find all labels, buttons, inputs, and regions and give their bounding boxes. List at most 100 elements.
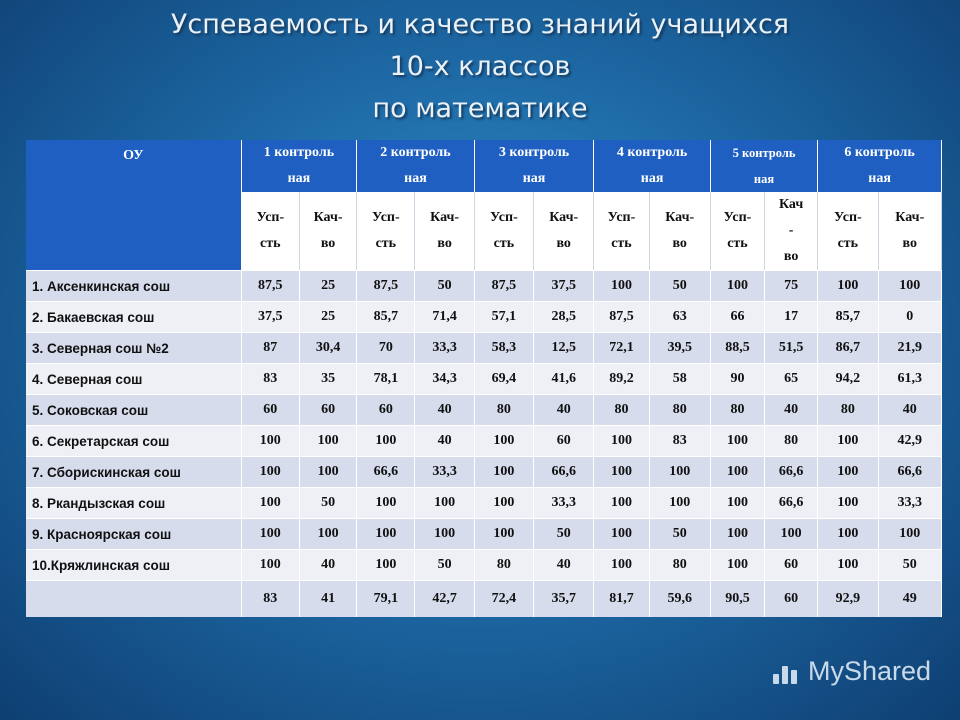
success-value: 57,1 <box>474 301 535 332</box>
quality-value: 100 <box>299 456 358 487</box>
school-row: 4. Северная сош 83 35 78,1 34,3 69,4 41,6 89,2 5… <box>26 363 942 394</box>
quality-value: 49 <box>878 580 942 617</box>
success-value: 66,6 <box>357 456 416 487</box>
school-row: 1. Аксенкинская сош 87,5 25 87,5 50 87,5 37,5 1… <box>26 270 942 301</box>
quality-value: 40 <box>878 394 942 425</box>
success-value: 100 <box>710 425 766 456</box>
quality-value: 80 <box>649 394 711 425</box>
slide-title: Успеваемость и качество знаний учащихся … <box>0 4 960 130</box>
success-value: 80 <box>818 394 879 425</box>
success-value: 37,5 <box>241 301 300 332</box>
quality-value: 51,5 <box>765 332 819 363</box>
quality-value: 100 <box>765 518 819 549</box>
quality-value: 25 <box>299 270 358 301</box>
success-value: 100 <box>710 456 766 487</box>
school-name: 2. Бакаевская сош <box>26 301 242 332</box>
success-value: 100 <box>818 518 879 549</box>
quality-value: 41,6 <box>534 363 595 394</box>
success-value: 90 <box>710 363 766 394</box>
quality-subheader: Кач-во <box>299 192 358 270</box>
success-value: 87,5 <box>474 270 535 301</box>
success-value: 72,4 <box>474 580 535 617</box>
quality-value: 60 <box>765 549 819 580</box>
success-value: 88,5 <box>710 332 766 363</box>
success-value: 100 <box>474 487 535 518</box>
quality-value: 40 <box>415 425 475 456</box>
school-name: 4. Северная сош <box>26 363 242 394</box>
success-value: 100 <box>594 270 650 301</box>
success-value: 92,9 <box>818 580 879 617</box>
success-value: 100 <box>710 549 766 580</box>
success-value: 85,7 <box>357 301 416 332</box>
quality-value: 75 <box>765 270 819 301</box>
quality-value: 40 <box>765 394 819 425</box>
quality-value: 41 <box>299 580 358 617</box>
success-value: 90,5 <box>710 580 766 617</box>
quality-value: 50 <box>649 270 711 301</box>
success-subheader: Усп-сть <box>818 192 879 270</box>
quality-value: 60 <box>765 580 819 617</box>
quality-value: 66,6 <box>534 456 595 487</box>
success-value: 100 <box>594 487 650 518</box>
success-value: 100 <box>710 487 766 518</box>
control-label: 6 контроль ная <box>844 145 915 186</box>
quality-subheader: Кач-во <box>878 192 942 270</box>
quality-value: 0 <box>878 301 942 332</box>
success-value: 100 <box>594 518 650 549</box>
quality-subheader: Кач-во <box>649 192 711 270</box>
quality-value: 100 <box>649 456 711 487</box>
quality-value: 33,3 <box>415 332 475 363</box>
school-name: 6. Секретарская сош <box>26 425 242 456</box>
quality-value: 33,3 <box>878 487 942 518</box>
success-value: 72,1 <box>594 332 650 363</box>
quality-value: 100 <box>878 518 942 549</box>
school-row: 5. Соковская сош 60 60 60 40 80 40 80 80 80 40 80 40 <box>26 394 942 425</box>
quality-value: 40 <box>415 394 475 425</box>
quality-value: 33,3 <box>415 456 475 487</box>
quality-value: 50 <box>649 518 711 549</box>
school-name: 10.Кряжлинская сош <box>26 549 242 580</box>
quality-value: 12,5 <box>534 332 595 363</box>
school-row: 8. Ркандызская сош 100 50 100 100 100 33,3 100 1… <box>26 487 942 518</box>
quality-value: 65 <box>765 363 819 394</box>
quality-value: 60 <box>534 425 595 456</box>
quality-value: 80 <box>765 425 819 456</box>
success-value: 60 <box>357 394 416 425</box>
title-line-2: 10-х классов <box>389 51 571 82</box>
control-header: 3 контроль ная <box>474 140 595 192</box>
quality-subheader: Кач-во <box>765 192 819 270</box>
quality-value: 100 <box>299 518 358 549</box>
quality-value: 83 <box>649 425 711 456</box>
quality-value: 42,9 <box>878 425 942 456</box>
school-name: 7. Сборискинская сош <box>26 456 242 487</box>
control-header: 1 контроль ная <box>241 140 358 192</box>
quality-value: 28,5 <box>534 301 595 332</box>
quality-value: 40 <box>534 394 595 425</box>
title-line-1: Успеваемость и качество знаний учащихся <box>170 9 790 40</box>
success-value: 100 <box>474 518 535 549</box>
quality-value: 50 <box>415 270 475 301</box>
success-value: 100 <box>357 425 416 456</box>
quality-value: 39,5 <box>649 332 711 363</box>
quality-value: 50 <box>299 487 358 518</box>
control-header: 4 контроль ная <box>594 140 711 192</box>
success-value: 100 <box>710 270 766 301</box>
quality-value: 42,7 <box>415 580 475 617</box>
success-value: 80 <box>710 394 766 425</box>
success-subheader: Усп-сть <box>357 192 416 270</box>
quality-value: 100 <box>649 487 711 518</box>
control-label: 5 контроль ная <box>732 146 796 186</box>
school-name <box>26 580 242 617</box>
school-name: 9. Красноярская сош <box>26 518 242 549</box>
success-value: 83 <box>241 580 300 617</box>
school-name: 8. Ркандызская сош <box>26 487 242 518</box>
school-row: 6. Секретарская сош 100 100 100 40 100 60 100 83… <box>26 425 942 456</box>
quality-value: 58 <box>649 363 711 394</box>
success-value: 87,5 <box>357 270 416 301</box>
quality-value: 50 <box>878 549 942 580</box>
school-name: 1. Аксенкинская сош <box>26 270 242 301</box>
success-value: 78,1 <box>357 363 416 394</box>
quality-subheader: Кач-во <box>534 192 595 270</box>
success-value: 100 <box>241 549 300 580</box>
control-header: 5 контроль ная <box>710 140 819 192</box>
